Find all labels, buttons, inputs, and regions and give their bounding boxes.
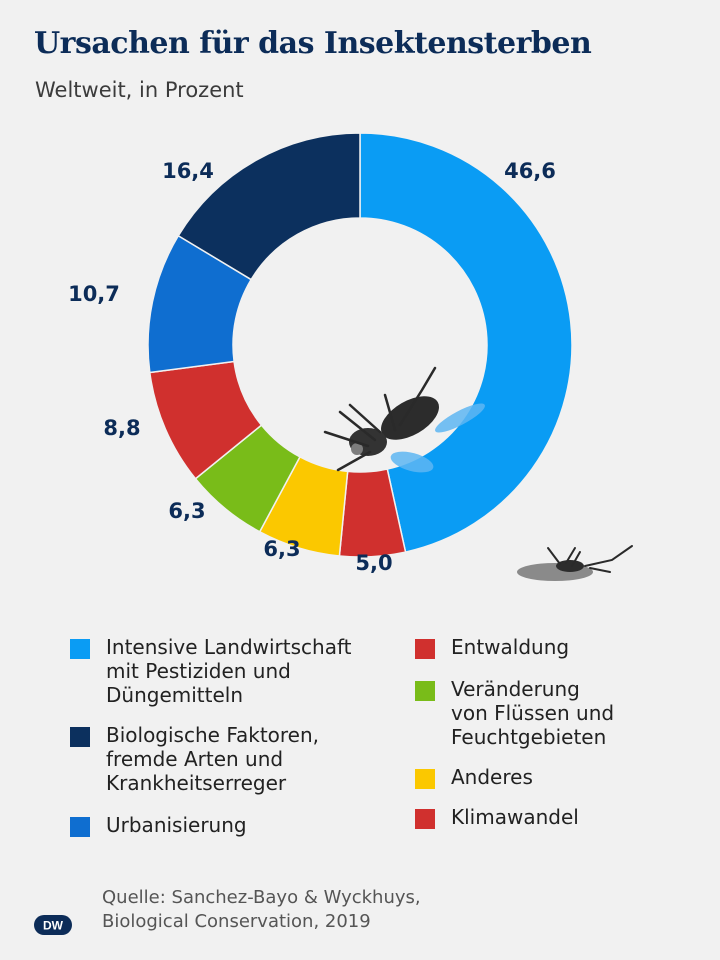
fly-icon <box>323 366 485 473</box>
donut-value-labels: 46,6 5,0 6,3 6,3 8,8 10,7 16,4 <box>68 159 556 575</box>
legend-item: Urbanisierung <box>70 813 247 837</box>
value-label: 8,8 <box>103 416 140 440</box>
legend-swatch <box>415 769 435 789</box>
donut-slice <box>359 132 573 553</box>
value-label: 6,3 <box>263 537 300 561</box>
legend-swatch <box>415 681 435 701</box>
legend-item: Biologische Faktoren, fremde Arten und K… <box>70 723 319 795</box>
dead-insect-icon <box>517 545 633 581</box>
chart-subtitle: Weltweit, in Prozent <box>35 78 244 102</box>
legend-label: Entwaldung <box>451 635 570 659</box>
legend-label: Klimawandel <box>451 805 579 829</box>
value-label: 16,4 <box>162 159 214 183</box>
legend-swatch <box>70 727 90 747</box>
legend-item: Intensive Landwirtschaft mit Pestiziden … <box>70 635 352 707</box>
donut-slice <box>177 132 361 281</box>
legend-label: Veränderung von Flüssen und Feuchtgebiet… <box>451 677 615 749</box>
legend-label: Intensive Landwirtschaft mit Pestiziden … <box>106 635 352 707</box>
chart-title: Ursachen für das Insektensterben <box>34 26 592 61</box>
legend-swatch <box>70 639 90 659</box>
svg-text:DW: DW <box>43 919 64 933</box>
value-label: 5,0 <box>355 551 392 575</box>
value-label: 6,3 <box>168 499 205 523</box>
legend-item: Veränderung von Flüssen und Feuchtgebiet… <box>415 677 614 749</box>
legend-swatch <box>70 817 90 837</box>
legend-item: Anderes <box>415 765 533 789</box>
dw-logo: DW <box>34 915 72 935</box>
donut-chart: 46,6 5,0 6,3 6,3 8,8 10,7 16,4 <box>68 132 633 581</box>
legend-swatch <box>415 809 435 829</box>
donut-slices <box>147 132 573 558</box>
value-label: 10,7 <box>68 282 120 306</box>
legend-item: Entwaldung <box>415 635 569 659</box>
source-note: Quelle: Sanchez-Bayo & Wyckhuys, Biologi… <box>102 887 421 932</box>
value-label: 46,6 <box>504 159 556 183</box>
legend-label: Biologische Faktoren, fremde Arten und K… <box>106 723 320 795</box>
legend-label: Urbanisierung <box>106 813 247 837</box>
legend-label: Anderes <box>451 765 533 789</box>
legend-swatch <box>415 639 435 659</box>
legend-item: Klimawandel <box>415 805 579 829</box>
